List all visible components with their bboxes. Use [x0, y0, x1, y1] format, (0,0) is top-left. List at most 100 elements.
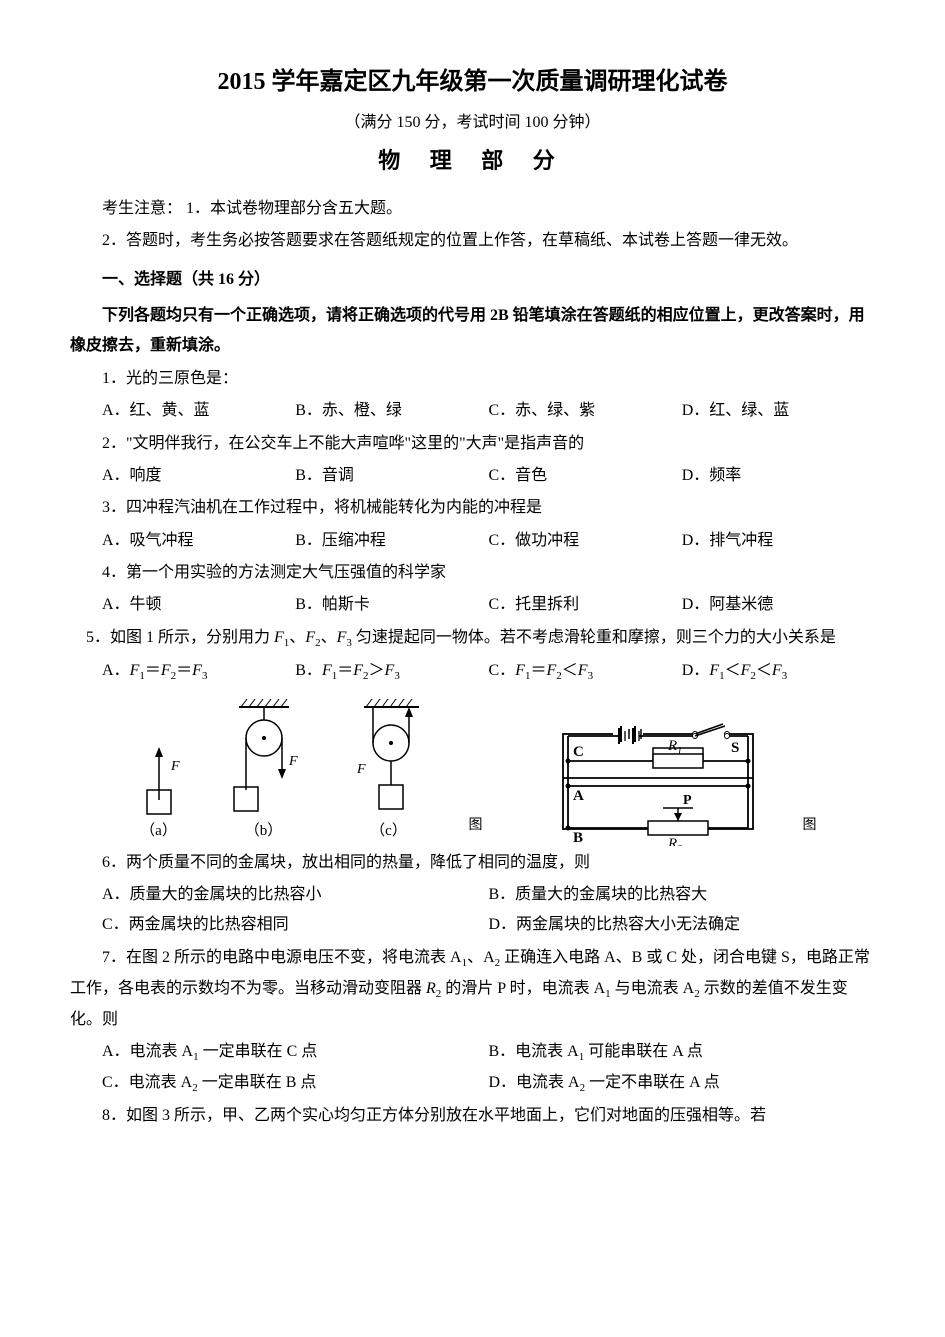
q5-opt-b: B．F1＝F2＞F3 [295, 656, 488, 687]
exam-title: 2015 学年嘉定区九年级第一次质量调研理化试卷 [70, 60, 875, 106]
q5d-f1: F [709, 662, 719, 679]
q7-stem: 7．在图 2 所示的电路中电源电压不变，将电流表 A1、A2 正确连入电路 A、… [70, 943, 875, 1036]
fig-c-force-label: F [356, 762, 366, 777]
fig2-caption: 图 [803, 813, 817, 840]
q5d-f3s: 3 [782, 670, 788, 682]
q5a-pre: A． [102, 662, 130, 679]
q5c-r2: ＜ [562, 662, 578, 679]
q7-options: A．电流表 A1 一定串联在 C 点 B．电流表 A1 可能串联在 A 点 C．… [102, 1037, 875, 1099]
q3-opt-c: C．做功冲程 [489, 526, 682, 556]
subject-section: 物 理 部 分 [70, 140, 875, 182]
q2-opt-d: D．频率 [682, 461, 875, 491]
q7-opt-b: B．电流表 A1 可能串联在 A 点 [489, 1037, 876, 1068]
q5c-f1: F [515, 662, 525, 679]
q7b-pre: B．电流表 A [489, 1043, 579, 1060]
q8-stem: 8．如图 3 所示，甲、乙两个实心均匀正方体分别放在水平地面上，它们对地面的压强… [70, 1101, 875, 1131]
q5a-r1: ＝ [145, 662, 161, 679]
q5d-r1: ＜ [725, 662, 741, 679]
q5a-f3s: 3 [202, 670, 208, 682]
q5a-f3: F [192, 662, 202, 679]
q5b-r2: ＞ [369, 662, 385, 679]
q7c-post: 一定串联在 B 点 [198, 1074, 317, 1091]
exam-subtitle: （满分 150 分，考试时间 100 分钟） [70, 108, 875, 138]
q5c-f2: F [546, 662, 556, 679]
q6-stem: 6．两个质量不同的金属块，放出相同的热量，降低了相同的温度，则 [70, 848, 875, 878]
q5b-f3s: 3 [394, 670, 400, 682]
figure-circuit: C S A B P R1 R2 [543, 716, 773, 846]
q5c-f3s: 3 [588, 670, 594, 682]
q1-opt-b: B．赤、橙、绿 [295, 396, 488, 426]
circuit-label-p: P [683, 793, 692, 808]
q5c-r1: ＝ [530, 662, 546, 679]
circuit-label-s: S [731, 740, 739, 756]
q5b-f2: F [353, 662, 363, 679]
q4-opt-b: B．帕斯卡 [295, 590, 488, 620]
q4-opt-d: D．阿基米德 [682, 590, 875, 620]
q5-f1: F [274, 629, 284, 646]
q1-opt-c: C．赤、绿、紫 [489, 396, 682, 426]
notice-line-1: 考生注意： 1．本试卷物理部分含五大题。 [70, 194, 875, 224]
q5c-pre: C． [489, 662, 516, 679]
figure-c: F （c） [339, 695, 439, 846]
q1-opt-d: D．红、绿、蓝 [682, 396, 875, 426]
q6-opt-d: D．两金属块的比热容大小无法确定 [489, 910, 876, 940]
q2-options: A．响度 B．音调 C．音色 D．频率 [102, 461, 875, 491]
q5a-f2: F [161, 662, 171, 679]
q5d-f3: F [772, 662, 782, 679]
q2-opt-c: C．音色 [489, 461, 682, 491]
q5-opt-c: C．F1＝F2＜F3 [489, 656, 682, 687]
q5b-f1: F [322, 662, 332, 679]
q5-opt-a: A．F1＝F2＝F3 [102, 656, 295, 687]
q5-f3: F [337, 629, 347, 646]
fig-a-label: （a） [129, 817, 189, 846]
q5-stem-c: 、 [321, 629, 337, 646]
q4-stem: 4．第一个用实验的方法测定大气压强值的科学家 [70, 558, 875, 588]
q5-options: A．F1＝F2＝F3 B．F1＝F2＞F3 C．F1＝F2＜F3 D．F1＜F2… [102, 656, 875, 687]
q3-opt-d: D．排气冲程 [682, 526, 875, 556]
fig-b-force-label: F [288, 754, 298, 769]
q5b-r1: ＝ [337, 662, 353, 679]
q6-opt-a: A．质量大的金属块的比热容小 [102, 880, 489, 910]
q6-opt-c: C．两金属块的比热容相同 [102, 910, 489, 940]
q7-se: 与电流表 A [611, 980, 695, 997]
q2-opt-b: B．音调 [295, 461, 488, 491]
q1-options: A．红、黄、蓝 B．赤、橙、绿 C．赤、绿、紫 D．红、绿、蓝 [102, 396, 875, 426]
q5-stem-b: 、 [289, 629, 305, 646]
fig-b-label: （b） [219, 817, 309, 846]
q7-sa: 7．在图 2 所示的电路中电源电压不变，将电流表 A [102, 949, 462, 966]
q3-opt-b: B．压缩冲程 [295, 526, 488, 556]
q5-stem: 5．如图 1 所示，分别用力 F1、F2、F3 匀速提起同一物体。若不考虑滑轮重… [70, 623, 875, 654]
q7-opt-d: D．电流表 A2 一定不串联在 A 点 [489, 1068, 876, 1099]
q7d-pre: D．电流表 A [489, 1074, 580, 1091]
pulley-diagram-a: F [129, 705, 189, 815]
q2-opt-a: A．响度 [102, 461, 295, 491]
q5-stem-a: 5．如图 1 所示，分别用力 [86, 629, 274, 646]
notice-1-text: 1．本试卷物理部分含五大题。 [186, 200, 402, 217]
notice-line-2: 2．答题时，考生务必按答题要求在答题纸规定的位置上作答，在草稿纸、本试卷上答题一… [70, 226, 875, 256]
q5a-r2: ＝ [176, 662, 192, 679]
q3-options: A．吸气冲程 B．压缩冲程 C．做功冲程 D．排气冲程 [102, 526, 875, 556]
q5b-f3: F [385, 662, 395, 679]
circuit-diagram-clean: C S A B P R1 R2 [543, 716, 773, 846]
q5d-f2: F [741, 662, 751, 679]
q1-opt-a: A．红、黄、蓝 [102, 396, 295, 426]
q3-stem: 3．四冲程汽油机在工作过程中，将机械能转化为内能的冲程是 [70, 493, 875, 523]
figure-b: F （b） [219, 695, 309, 846]
q5-opt-d: D．F1＜F2＜F3 [682, 656, 875, 687]
q5-stem-d: 匀速提起同一物体。若不考虑滑轮重和摩擦，则三个力的大小关系是 [352, 629, 836, 646]
fig-a-force-label: F [170, 759, 180, 774]
q6-options: A．质量大的金属块的比热容小 B．质量大的金属块的比热容大 C．两金属块的比热容… [102, 880, 875, 941]
q7-opt-a: A．电流表 A1 一定串联在 C 点 [102, 1037, 489, 1068]
q7-r2: R [426, 980, 436, 997]
q5d-pre: D． [682, 662, 710, 679]
pulley-diagram-b: F [219, 695, 309, 815]
q7a-post: 一定串联在 C 点 [199, 1043, 318, 1060]
notice-label: 考生注意： [102, 200, 182, 217]
q3-opt-a: A．吸气冲程 [102, 526, 295, 556]
q7-sd: 的滑片 P 时，电流表 A [441, 980, 605, 997]
q5b-pre: B． [295, 662, 322, 679]
circuit-label-c: C [573, 744, 584, 760]
pulley-diagram-c: F [339, 695, 439, 815]
figures-row: F （a） F （b） [70, 695, 875, 846]
q1-stem: 1．光的三原色是： [70, 364, 875, 394]
